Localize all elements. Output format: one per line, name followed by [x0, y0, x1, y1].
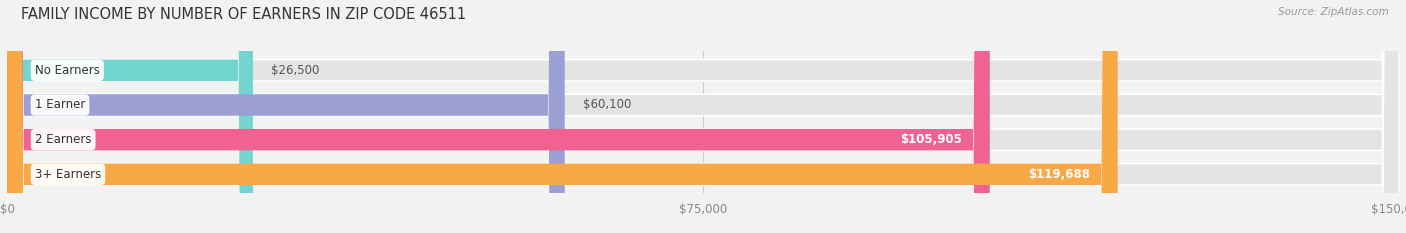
Text: $26,500: $26,500 [271, 64, 321, 77]
Text: FAMILY INCOME BY NUMBER OF EARNERS IN ZIP CODE 46511: FAMILY INCOME BY NUMBER OF EARNERS IN ZI… [21, 7, 467, 22]
FancyBboxPatch shape [7, 0, 1399, 233]
FancyBboxPatch shape [7, 0, 1399, 233]
Text: $60,100: $60,100 [583, 99, 631, 112]
FancyBboxPatch shape [7, 0, 253, 233]
FancyBboxPatch shape [7, 0, 565, 233]
FancyBboxPatch shape [7, 0, 1399, 233]
Text: $105,905: $105,905 [900, 133, 962, 146]
Text: 3+ Earners: 3+ Earners [35, 168, 101, 181]
FancyBboxPatch shape [7, 0, 990, 233]
Text: No Earners: No Earners [35, 64, 100, 77]
FancyBboxPatch shape [7, 0, 1399, 233]
Text: Source: ZipAtlas.com: Source: ZipAtlas.com [1278, 7, 1389, 17]
FancyBboxPatch shape [7, 0, 1118, 233]
Text: 2 Earners: 2 Earners [35, 133, 91, 146]
Text: $119,688: $119,688 [1028, 168, 1090, 181]
Text: 1 Earner: 1 Earner [35, 99, 86, 112]
